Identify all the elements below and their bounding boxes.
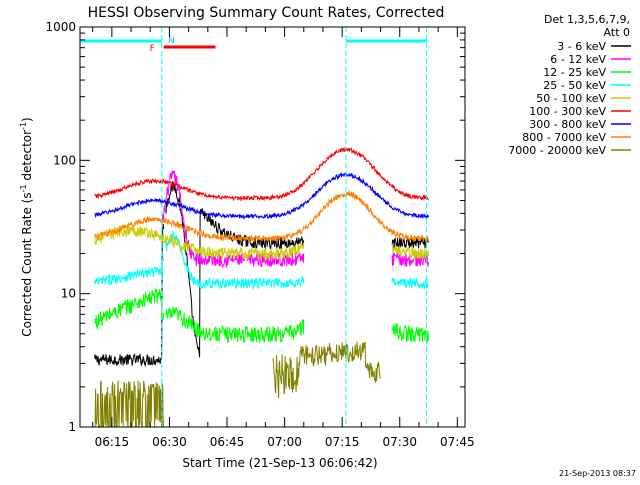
series-line-300-800-kev xyxy=(94,171,429,220)
series-line-50-100-kev xyxy=(94,224,429,260)
legend-header-line-1: Det 1,3,5,6,7,9, xyxy=(544,13,630,26)
x-tick-label: 07:30 xyxy=(382,435,417,449)
x-tick-label: 07:45 xyxy=(440,435,475,449)
legend-entry-label: 50 - 100 keV xyxy=(536,92,606,105)
legend-header-line-2: Att 0 xyxy=(604,26,630,39)
legend-entry-label: 25 - 50 keV xyxy=(543,79,606,92)
y-tick-label: 1000 xyxy=(45,20,76,34)
x-axis-label: Start Time (21-Sep-13 06:06:42) xyxy=(182,456,377,470)
y-tick-label: 10 xyxy=(61,287,76,301)
legend-entry-label: 12 - 25 keV xyxy=(543,66,606,79)
footer-timestamp: 21-Sep-2013 08:37 xyxy=(559,469,636,478)
plot-frame xyxy=(79,26,466,428)
series-line-25-50-kev xyxy=(94,231,429,291)
y-tick-label: 100 xyxy=(53,153,76,167)
legend-entry-label: 3 - 6 keV xyxy=(557,40,606,53)
series-line-6-12-kev xyxy=(161,170,429,269)
y-tick-label: 1 xyxy=(68,420,76,434)
legend-entry-label: 6 - 12 keV xyxy=(550,53,606,66)
series-line-3-6-kev xyxy=(94,181,429,368)
annotation-f: F xyxy=(150,44,155,54)
series-line-12-25-kev xyxy=(94,288,429,344)
x-tick-label: 06:30 xyxy=(152,435,187,449)
chart-title: HESSI Observing Summary Count Rates, Cor… xyxy=(88,5,445,21)
series-line-800-7000-kev xyxy=(94,189,429,243)
x-tick-label: 06:45 xyxy=(210,435,245,449)
legend-entry-label: 100 - 300 keV xyxy=(529,105,606,118)
series-line-100-300-kev xyxy=(94,146,429,202)
y-axis-label: Corrected Count Rate (s-1 detector-1) xyxy=(19,117,34,336)
series-line-7000-20000-kev xyxy=(94,341,382,429)
x-tick-label: 06:15 xyxy=(95,435,130,449)
annotation-n: N xyxy=(168,36,175,46)
x-tick-label: 07:00 xyxy=(267,435,302,449)
legend-entry-label: 800 - 7000 keV xyxy=(522,131,606,144)
legend-entry-label: 300 - 800 keV xyxy=(529,118,606,131)
x-tick-label: 07:15 xyxy=(325,435,360,449)
legend-entry-label: 7000 - 20000 keV xyxy=(508,144,606,157)
